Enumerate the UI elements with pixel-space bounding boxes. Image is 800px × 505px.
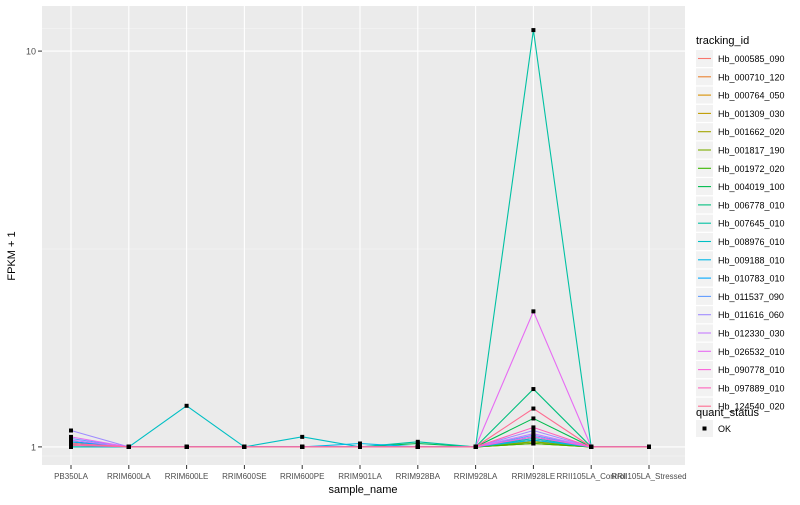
legend-label: Hb_011537_090 bbox=[718, 292, 784, 302]
data-point bbox=[69, 434, 73, 439]
shape-legend-items: OK bbox=[696, 420, 731, 437]
x-tick-label: RRII105LA_Stressed bbox=[611, 472, 686, 481]
shape-legend-item: OK bbox=[696, 420, 731, 437]
legend-item: Hb_124540_020 bbox=[696, 397, 785, 415]
legend-label: Hb_001309_030 bbox=[718, 109, 785, 119]
legend-label: Hb_001662_020 bbox=[718, 127, 785, 137]
legend-item: Hb_011537_090 bbox=[696, 287, 784, 305]
shape-legend-marker bbox=[702, 426, 707, 431]
legend-item: Hb_001817_190 bbox=[696, 141, 785, 159]
legend-label: Hb_012330_030 bbox=[718, 329, 785, 339]
data-point bbox=[69, 428, 73, 433]
legend-item: Hb_097889_010 bbox=[696, 379, 785, 397]
x-tick-label: RRIM600PE bbox=[280, 472, 324, 481]
data-points bbox=[69, 28, 651, 449]
legend-label: Hb_011616_060 bbox=[718, 310, 784, 320]
data-point bbox=[300, 434, 305, 439]
legend-item: Hb_001662_020 bbox=[696, 123, 785, 141]
shape-legend-title: quant_status bbox=[696, 407, 759, 419]
data-point bbox=[531, 425, 536, 430]
data-point bbox=[473, 444, 478, 449]
plot-panel bbox=[42, 6, 685, 465]
legend-item: Hb_000710_120 bbox=[696, 68, 785, 86]
legend-item: Hb_090778_010 bbox=[696, 361, 785, 379]
data-point bbox=[531, 416, 536, 421]
legend-item: Hb_010783_010 bbox=[696, 269, 785, 287]
grid-lines bbox=[42, 6, 685, 465]
legend-label: Hb_004019_100 bbox=[718, 182, 785, 192]
legend-label: Hb_001972_020 bbox=[718, 164, 785, 174]
legend-item: Hb_006778_010 bbox=[696, 196, 785, 214]
legend-label: Hb_008976_010 bbox=[718, 237, 785, 247]
legend-label: Hb_000585_090 bbox=[718, 54, 785, 64]
legend-item: Hb_026532_010 bbox=[696, 342, 785, 360]
legend-label: Hb_097889_010 bbox=[718, 383, 785, 393]
y-tick-label: 10 bbox=[26, 47, 36, 57]
legend-item: Hb_001972_020 bbox=[696, 159, 785, 177]
x-tick-label: RRIM928LE bbox=[512, 472, 556, 481]
data-point bbox=[531, 434, 536, 439]
data-point bbox=[184, 403, 189, 408]
x-tick-label: RRIM600LA bbox=[107, 472, 151, 481]
data-point bbox=[531, 406, 536, 411]
legend-title: tracking_id bbox=[696, 35, 749, 47]
legend-label: Hb_007645_010 bbox=[718, 219, 785, 229]
x-tick-label: RRIM600LE bbox=[165, 472, 209, 481]
data-point bbox=[531, 428, 536, 433]
data-point bbox=[300, 444, 305, 449]
x-tick-label: RRIM600SE bbox=[222, 472, 266, 481]
legend-label: Hb_000710_120 bbox=[718, 72, 785, 82]
legend-items: Hb_000585_090 Hb_000710_120 Hb_000764_050 H… bbox=[696, 50, 785, 415]
x-tick-label: RRIM928BA bbox=[396, 472, 441, 481]
legend-item: Hb_001309_030 bbox=[696, 104, 785, 122]
legend-label: Hb_026532_010 bbox=[718, 347, 785, 357]
x-axis-title: sample_name bbox=[328, 484, 397, 496]
legend: tracking_id Hb_000585_090Hb_000710_120Hb… bbox=[696, 35, 785, 437]
x-tick-label: RRIM928LA bbox=[454, 472, 498, 481]
data-point bbox=[358, 441, 362, 446]
data-point bbox=[531, 28, 536, 33]
legend-label: Hb_090778_010 bbox=[718, 365, 785, 375]
data-point bbox=[531, 431, 536, 436]
data-point bbox=[358, 444, 362, 449]
shape-legend-label: OK bbox=[718, 424, 731, 434]
legend-item: Hb_008976_010 bbox=[696, 233, 785, 250]
legend-label: Hb_124540_020 bbox=[718, 402, 785, 412]
axes: 1 10 PB350LA RRIM600LA RRIM600LE RRIM600SE RRI… bbox=[26, 47, 687, 481]
data-point bbox=[242, 444, 247, 449]
y-axis-title: FPKM + 1 bbox=[6, 231, 18, 280]
legend-label: Hb_001817_190 bbox=[718, 146, 785, 156]
legend-item: Hb_007645_010 bbox=[696, 214, 785, 232]
legend-item: Hb_012330_030 bbox=[696, 324, 785, 342]
x-tick-label: RRIM901LA bbox=[338, 472, 382, 481]
y-tick-label: 1 bbox=[31, 442, 36, 452]
legend-label: Hb_010783_010 bbox=[718, 274, 785, 284]
legend-label: Hb_009188_010 bbox=[718, 255, 785, 265]
x-tick-label: PB350LA bbox=[54, 472, 88, 481]
data-point bbox=[415, 439, 420, 444]
legend-item: Hb_011616_060 bbox=[696, 306, 784, 324]
legend-item: Hb_000585_090 bbox=[696, 50, 785, 67]
data-point bbox=[69, 438, 73, 443]
data-point bbox=[647, 444, 651, 449]
data-point bbox=[531, 441, 536, 446]
data-point bbox=[589, 444, 594, 449]
legend-label: Hb_000764_050 bbox=[718, 91, 785, 101]
data-point bbox=[531, 387, 536, 392]
data-point bbox=[415, 444, 420, 449]
data-point bbox=[531, 438, 536, 443]
data-point bbox=[531, 309, 536, 314]
data-point bbox=[184, 444, 189, 449]
legend-item: Hb_000764_050 bbox=[696, 86, 785, 104]
data-point bbox=[126, 444, 131, 449]
data-point bbox=[69, 441, 73, 446]
legend-item: Hb_009188_010 bbox=[696, 251, 785, 269]
legend-label: Hb_006778_010 bbox=[718, 200, 785, 210]
legend-item: Hb_004019_100 bbox=[696, 178, 785, 196]
x-tick-label: RRII105LA_Control bbox=[557, 472, 627, 481]
